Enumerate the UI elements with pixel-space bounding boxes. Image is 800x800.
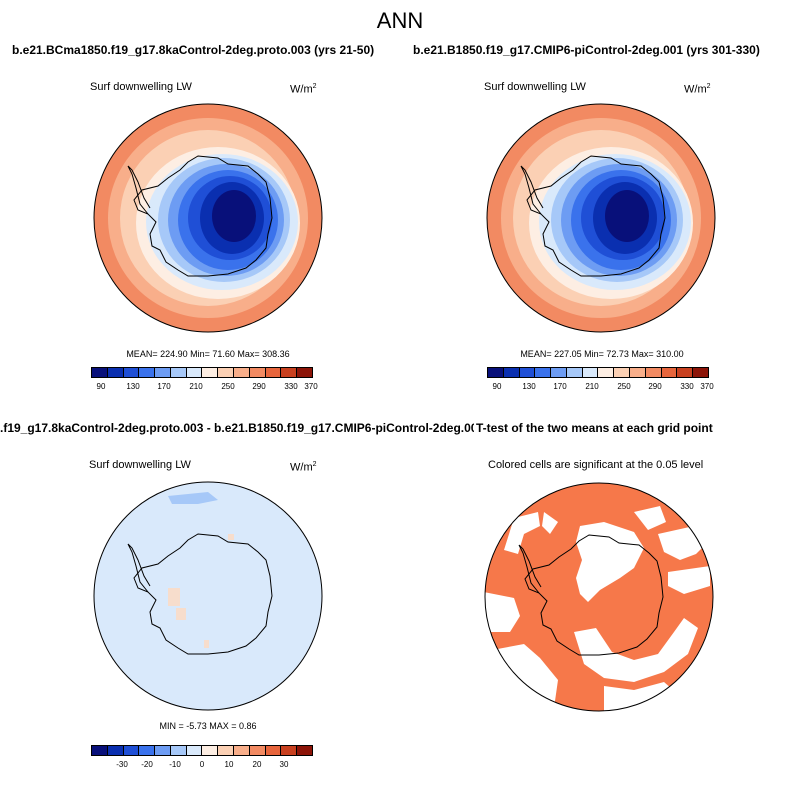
panel1-colorbar-ticks: 90 130 170 210 250 290 330 370 — [96, 382, 318, 391]
panel2-title: b.e21.B1850.f19_g17.CMIP6-piControl-2deg… — [413, 43, 760, 57]
panel1-title: b.e21.BCma1850.f19_g17.8kaControl-2deg.p… — [12, 43, 375, 57]
panel2-stats: MEAN= 227.05 Min= 72.73 Max= 310.00 — [520, 349, 684, 359]
panel2-map — [486, 103, 716, 333]
panel2-units: W/m2 — [684, 83, 711, 96]
panel3-map — [93, 481, 323, 711]
panel4-title: T-test of the two means at each grid poi… — [474, 421, 713, 435]
panel1-stats: MEAN= 224.90 Min= 71.60 Max= 308.36 — [126, 349, 290, 359]
panel3-colorbar-ticks: -30 -20 -10 0 10 20 30 — [116, 760, 289, 769]
panel3-title: .f19_g17.8kaControl-2deg.proto.003 - b.e… — [0, 421, 485, 435]
panel3-colorbar — [91, 745, 313, 756]
panel2-subtitle: Surf downwelling LW — [484, 81, 586, 93]
panel2-colorbar — [487, 367, 709, 378]
panel3-units: W/m2 — [290, 461, 317, 474]
panel2-colorbar-ticks: 90 130 170 210 250 290 330 370 — [492, 382, 714, 391]
panel1-map — [93, 103, 323, 333]
panel3-subtitle: Surf downwelling LW — [89, 459, 191, 471]
panel1-units: W/m2 — [290, 83, 317, 96]
panel1-colorbar — [91, 367, 313, 378]
main-title: ANN — [376, 8, 424, 33]
panel4-map — [484, 482, 714, 712]
panel3-stats: MIN = -5.73 MAX = 0.86 — [159, 721, 257, 731]
panel1-subtitle: Surf downwelling LW — [90, 81, 192, 93]
panel4-subtitle: Colored cells are significant at the 0.0… — [488, 459, 704, 471]
